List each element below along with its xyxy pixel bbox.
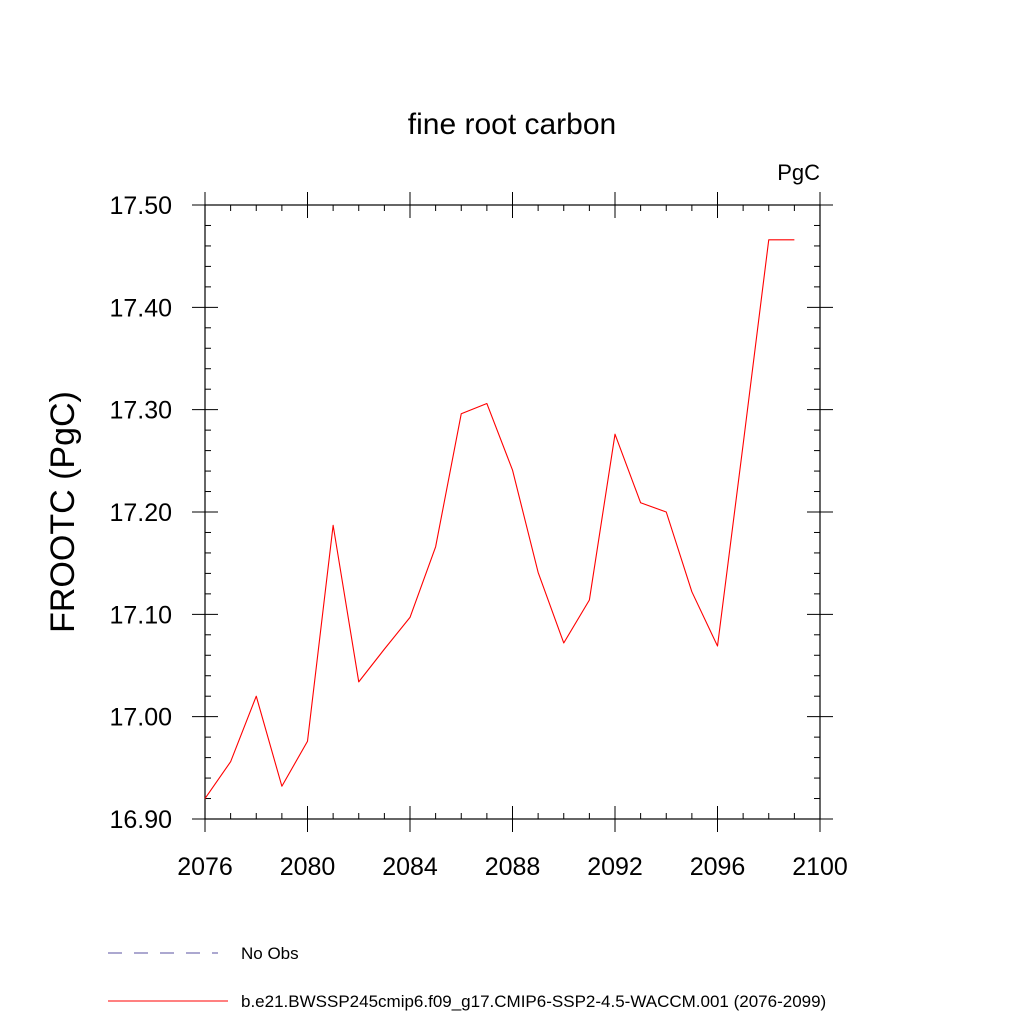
x-tick-label: 2076 bbox=[177, 853, 233, 881]
x-tick-label: 2088 bbox=[485, 853, 541, 881]
series-group bbox=[204, 239, 795, 799]
plot-frame bbox=[204, 204, 821, 820]
y-tick-label: 17.00 bbox=[109, 704, 172, 732]
x-tick-label: 2092 bbox=[587, 853, 643, 881]
y-tick-label: 16.90 bbox=[109, 806, 172, 834]
y-tick-label: 17.10 bbox=[109, 601, 172, 629]
legend-label-model-run: b.e21.BWSSP245cmip6.f09_g17.CMIP6-SSP2-4… bbox=[241, 992, 826, 1011]
legend-label-no-obs: No Obs bbox=[241, 944, 299, 963]
legend: No Obs b.e21.BWSSP245cmip6.f09_g17.CMIP6… bbox=[108, 944, 826, 1011]
x-tick-label: 2084 bbox=[382, 853, 438, 881]
units-label: PgC bbox=[777, 160, 820, 185]
y-axis-label: FROOTC (PgC) bbox=[44, 391, 82, 633]
chart-title: fine root carbon bbox=[408, 108, 616, 141]
x-tick-label: 2100 bbox=[792, 853, 848, 881]
x-tick-labels: 2076 2080 2084 2088 2092 2096 2100 bbox=[177, 853, 848, 881]
y-tick-label: 17.30 bbox=[109, 397, 172, 425]
y-tick-label: 17.20 bbox=[109, 499, 172, 527]
series-line bbox=[204, 239, 795, 799]
x-tick-label: 2096 bbox=[690, 853, 746, 881]
x-tick-label: 2080 bbox=[280, 853, 336, 881]
y-tick-label: 17.50 bbox=[109, 192, 172, 220]
y-tick-labels: 16.90 17.00 17.10 17.20 17.30 17.40 17.50 bbox=[109, 192, 172, 834]
axis-ticks bbox=[192, 192, 833, 832]
y-tick-label: 17.40 bbox=[109, 294, 172, 322]
